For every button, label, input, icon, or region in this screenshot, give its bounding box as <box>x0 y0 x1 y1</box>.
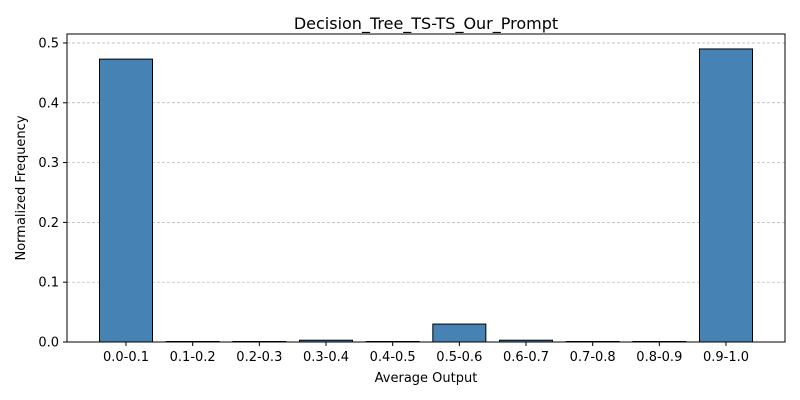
x-tick-label: 0.7-0.8 <box>570 350 616 365</box>
x-tick-label: 0.3-0.4 <box>303 350 349 365</box>
y-axis-label: Normalized Frequency <box>14 115 29 260</box>
x-tick-label: 0.0-0.1 <box>103 350 149 365</box>
x-axis-ticks: 0.0-0.1 0.1-0.2 0.2-0.3 0.3-0.4 0.4-0.5 0.5-0… <box>103 342 749 365</box>
chart-title: Decision_Tree_TS-TS_Our_Prompt <box>294 14 558 34</box>
plot-frame <box>66 33 786 343</box>
y-tick-label: 0.5 <box>38 36 59 51</box>
y-tick-label: 0.3 <box>38 156 59 171</box>
x-tick-label: 0.8-0.9 <box>636 350 682 365</box>
bar-0.0-0.1 <box>99 58 153 343</box>
x-tick-label: 0.6-0.7 <box>503 350 549 365</box>
bar-0.9-1.0 <box>699 48 753 343</box>
bar-0.5-0.6 <box>432 323 487 343</box>
x-tick-label: 0.9-1.0 <box>703 350 749 365</box>
x-tick-label: 0.2-0.3 <box>236 350 282 365</box>
x-tick-label: 0.5-0.6 <box>436 350 482 365</box>
x-axis-label: Average Output <box>375 371 478 386</box>
y-tick-label: 0.2 <box>38 216 59 231</box>
y-tick-label: 0.0 <box>38 336 59 351</box>
x-tick-label: 0.4-0.5 <box>370 350 416 365</box>
x-tick-label: 0.1-0.2 <box>170 350 216 365</box>
y-tick-label: 0.1 <box>38 276 59 291</box>
y-axis-ticks: 0.0 0.1 0.2 0.3 0.4 0.5 <box>38 36 67 351</box>
y-tick-label: 0.4 <box>38 96 59 111</box>
